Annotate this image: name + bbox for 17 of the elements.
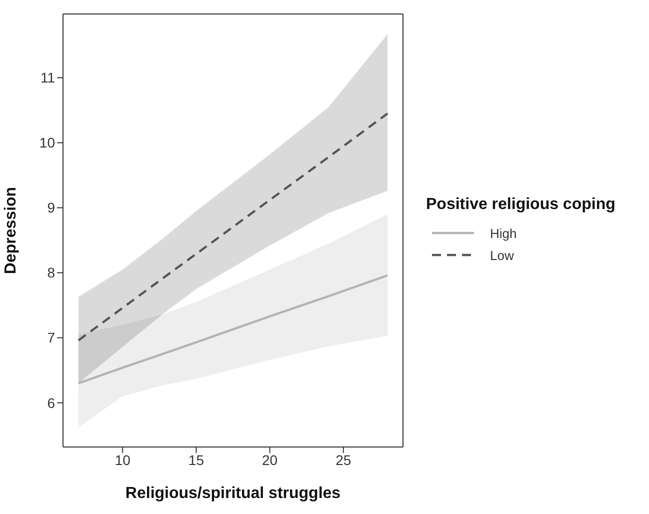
x-tick-label: 20 [262,452,278,468]
legend-label: High [490,226,517,240]
legend-label: Low [490,248,514,262]
y-tick-label: 8 [47,264,56,281]
y-tick-label: 11 [40,70,56,86]
legend-title: Positive religious coping [426,196,616,214]
y-tick-label: 6 [47,394,56,411]
y-tick-label: 10 [39,134,56,151]
x-tick-label: 25 [336,452,352,468]
line-series [77,274,389,384]
x-axis-title: Religious/spiritual struggles [125,485,341,502]
x-tick-label: 15 [188,452,204,468]
y-tick-label: 9 [47,200,56,216]
y-axis-title: Depression [2,186,20,274]
x-tick-label: 10 [114,452,131,468]
line-series [77,112,389,342]
y-tick-label: 7 [47,330,56,346]
